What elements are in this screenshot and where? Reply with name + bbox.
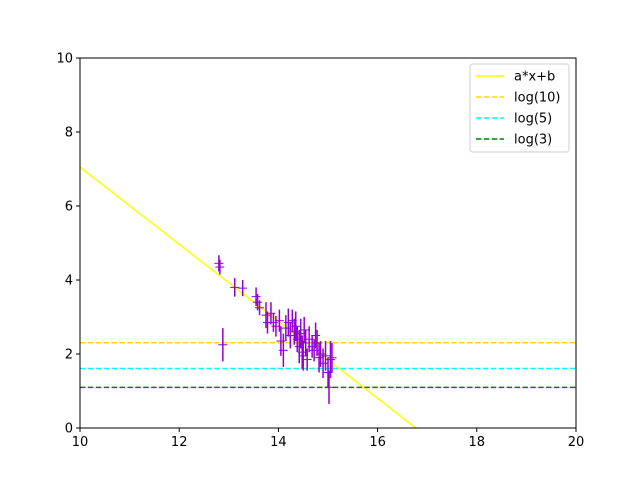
legend-label-a-x-b: a*x+b [514, 70, 555, 85]
y-tick-label: 4 [65, 274, 73, 289]
data-point [299, 317, 309, 343]
data-point [251, 287, 261, 306]
x-tick-label: 16 [369, 435, 386, 450]
data-point [285, 322, 295, 349]
axes-layer: 10 12 14 16 18 20 0 2 4 6 8 10 [56, 52, 584, 451]
y-tick-label: 2 [65, 348, 73, 363]
x-tick-label: 18 [469, 435, 486, 450]
data-point [218, 328, 228, 362]
x-tick-label: 14 [270, 435, 287, 450]
plot-frame [79, 57, 577, 429]
legend-label-log-3: log(3) [514, 133, 552, 148]
y-tick-label: 0 [65, 422, 73, 437]
x-tick-label: 10 [72, 435, 89, 450]
x-tick-label: 20 [568, 435, 585, 450]
points-layer [214, 255, 337, 404]
data-point [325, 341, 335, 379]
data-point [230, 278, 240, 297]
data-point [238, 280, 248, 297]
data-point [291, 311, 301, 342]
data-point [255, 300, 265, 316]
data-point [302, 348, 312, 371]
legend-box [469, 63, 570, 153]
data-point [261, 302, 271, 329]
data-point [214, 255, 224, 272]
series-line-a-x-b [80, 166, 417, 428]
data-point [327, 342, 337, 373]
data-point [314, 342, 324, 373]
x-tick-label: 12 [171, 435, 188, 450]
legend-label-log-5: log(5) [514, 112, 552, 127]
y-tick-label: 10 [56, 52, 73, 67]
data-point [283, 308, 293, 337]
data-point [324, 370, 334, 404]
data-point [311, 322, 321, 349]
legend: a*x+b log(10) log(5) log(3) [469, 63, 570, 153]
y-tick-label: 6 [65, 200, 73, 215]
y-tick-label: 8 [65, 126, 73, 141]
data-point [278, 333, 288, 367]
legend-label-log-10: log(10) [514, 91, 561, 106]
data-point [321, 341, 331, 371]
data-point [274, 309, 284, 332]
data-point [215, 259, 225, 275]
